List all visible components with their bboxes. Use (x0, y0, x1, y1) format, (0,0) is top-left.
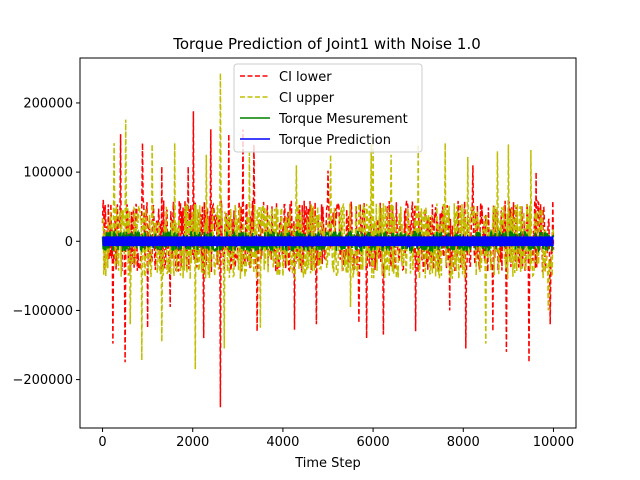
prediction-band (102, 236, 554, 247)
axes-frame (79, 57, 577, 429)
legend-label-1: CI upper (279, 91, 335, 106)
series-line-ci-lower (101, 111, 555, 408)
series-line-ci-upper (101, 73, 555, 370)
x-axis-ticks: 0 2000 4000 6000 8000 10000 (98, 428, 574, 450)
x-tick-label-2: 4000 (266, 435, 299, 450)
y-tick-label-4: 200000 (23, 96, 73, 111)
legend-box (233, 63, 423, 153)
y-tick-label-2: 0 (65, 235, 73, 250)
y-tick-label-3: 100000 (23, 166, 73, 181)
plot-area (101, 73, 555, 408)
legend-label-2: Torque Mesurement (278, 112, 408, 127)
chart-title: Torque Prediction of Joint1 with Noise 1… (172, 35, 481, 53)
x-tick-label-4: 8000 (447, 435, 480, 450)
x-tick-label-3: 6000 (357, 435, 390, 450)
x-tick-label-5: 10000 (533, 435, 574, 450)
legend: CI lower CI upper Torque Mesurement Torque … (233, 63, 423, 153)
x-tick-label-1: 2000 (176, 435, 209, 450)
x-axis-label: Time Step (294, 456, 361, 471)
y-tick-label-0: −200000 (12, 373, 73, 388)
x-tick-label-0: 0 (98, 435, 106, 450)
y-axis-ticks: −200000 −100000 0 100000 200000 (12, 96, 80, 388)
series-layer (101, 73, 555, 408)
legend-label-3: Torque Prediction (278, 133, 391, 148)
y-tick-label-1: −100000 (12, 304, 73, 319)
legend-label-0: CI lower (279, 70, 332, 85)
